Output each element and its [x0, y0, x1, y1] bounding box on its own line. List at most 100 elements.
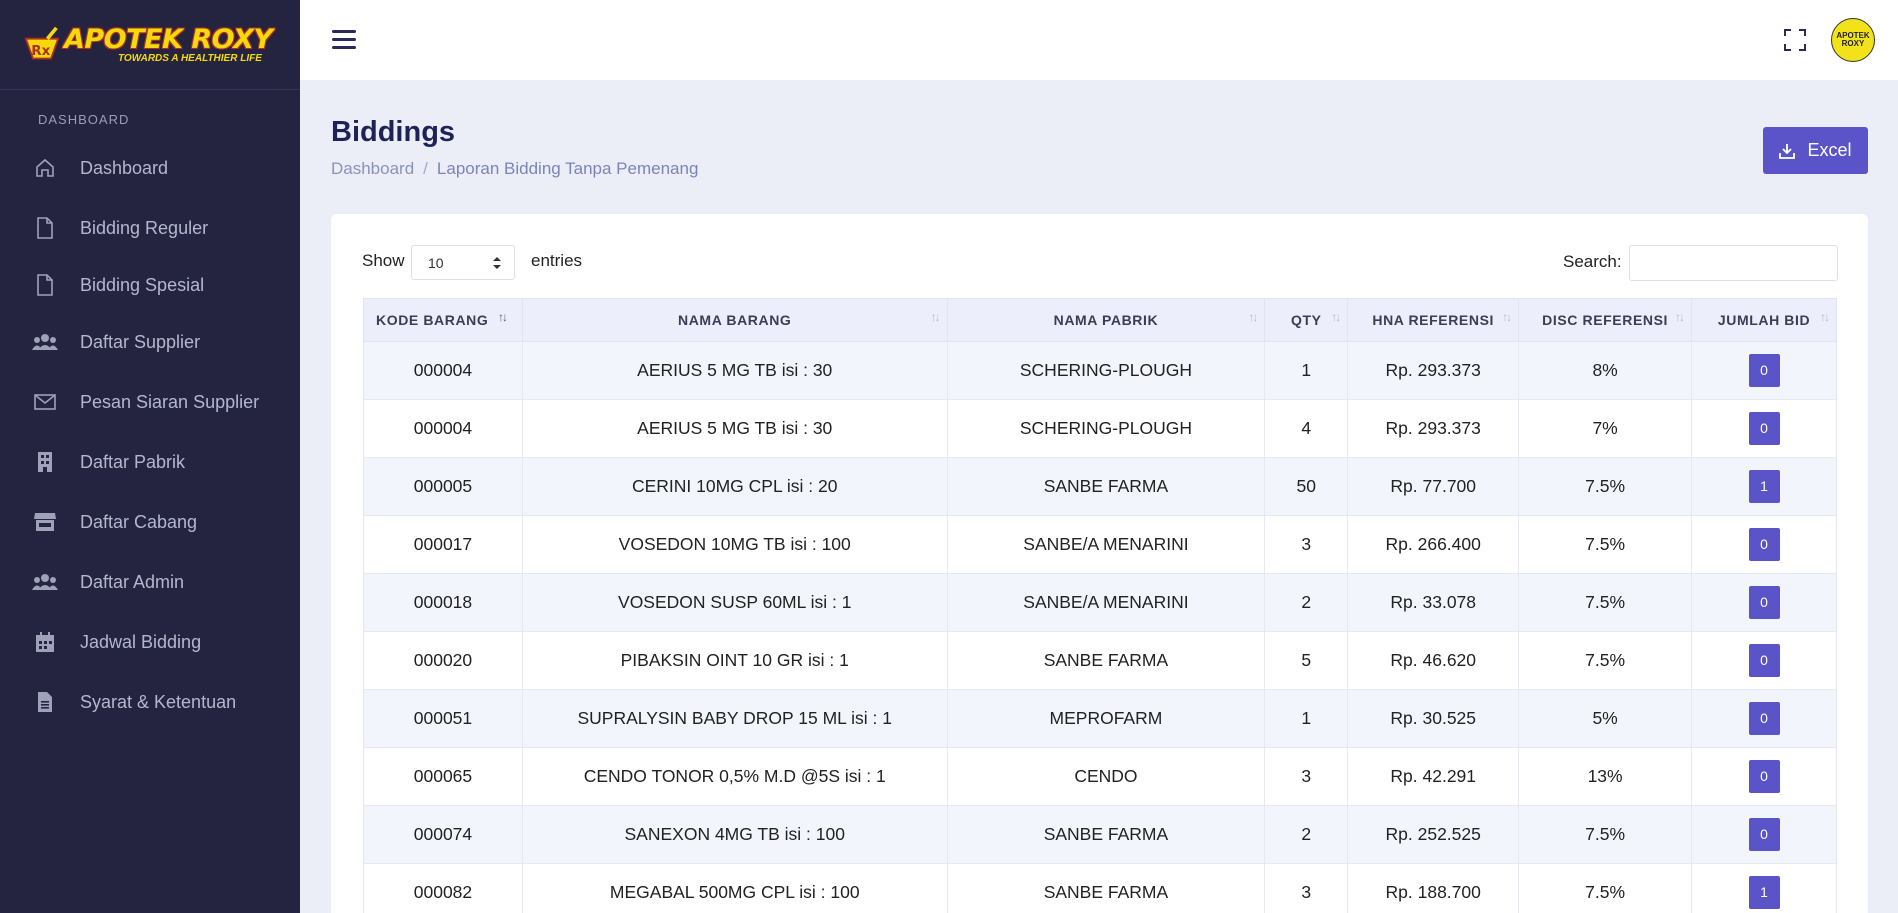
nama-barang-cell: CENDO TONOR 0,5% M.D @5S isi : 1 — [521, 747, 948, 806]
kode-barang-cell: 000005 — [363, 457, 523, 516]
column-header-hna-referensi[interactable]: HNA REFERENSI ↑↓ — [1347, 298, 1520, 342]
disc-referensi-cell: 7.5% — [1518, 805, 1693, 864]
disc-referensi-cell: 7.5% — [1518, 863, 1693, 913]
entries-per-page-select[interactable]: 10 — [411, 245, 515, 280]
qty-cell: 50 — [1264, 457, 1349, 516]
sidebar-item-syarat-ketentuan[interactable]: Syarat & Ketentuan — [0, 672, 300, 732]
fullscreen-icon[interactable] — [1784, 29, 1806, 51]
sidebar-item-label: Daftar Pabrik — [80, 451, 186, 472]
table-row[interactable]: 000004 AERIUS 5 MG TB isi : 30 SCHERING-PL… — [363, 341, 1837, 400]
column-header-label: NAMA PABRIK — [1053, 312, 1159, 328]
kode-barang-cell: 000017 — [363, 515, 523, 574]
sidebar-item-bidding-reguler[interactable]: Bidding Reguler — [0, 198, 300, 258]
table-row[interactable]: 000082 MEGABAL 500MG CPL isi : 100 SANBE F… — [363, 863, 1837, 913]
disc-referensi-cell: 7.5% — [1518, 515, 1693, 574]
download-icon — [1779, 143, 1796, 159]
nama-barang-cell: MEGABAL 500MG CPL isi : 100 — [521, 863, 948, 913]
bid-count-badge[interactable]: 0 — [1748, 528, 1780, 561]
sort-icon: ↑↓ — [1331, 310, 1341, 324]
column-header-disc-referensi[interactable]: DISC REFERENSI ↑↓ — [1518, 298, 1693, 342]
column-header-nama-pabrik[interactable]: NAMA PABRIK ↑↓ — [946, 298, 1266, 342]
table-row[interactable]: 000020 PIBAKSIN OINT 10 GR isi : 1 SANBE F… — [363, 631, 1837, 690]
excel-button-label: Excel — [1807, 140, 1852, 160]
column-header-qty[interactable]: QTY ↑↓ — [1264, 298, 1349, 342]
sidebar-item-daftar-pabrik[interactable]: Daftar Pabrik — [0, 432, 300, 492]
sidebar-item-pesan-siaran-supplier[interactable]: Pesan Siaran Supplier — [0, 372, 300, 432]
sort-icon: ↑↓ — [498, 310, 508, 324]
sidebar-item-jadwal-bidding[interactable]: Jadwal Bidding — [0, 612, 300, 672]
bid-count-badge[interactable]: 0 — [1748, 354, 1780, 387]
users-icon — [32, 569, 58, 595]
bid-count-badge[interactable]: 0 — [1748, 818, 1780, 851]
jumlah-bid-cell: 0 — [1691, 399, 1837, 458]
bid-count-badge[interactable]: 1 — [1748, 876, 1780, 909]
bid-count-badge[interactable]: 0 — [1748, 412, 1780, 445]
jumlah-bid-cell: 1 — [1691, 863, 1837, 913]
topbar: APOTEK ROXY — [300, 0, 1898, 80]
data-table-card: Show 10 entries Search: KODE BARANG ↑↓ NAM… — [331, 214, 1868, 913]
nama-pabrik-cell: SCHERING-PLOUGH — [946, 399, 1266, 458]
bid-count-badge[interactable]: 0 — [1748, 644, 1780, 677]
table-row[interactable]: 000017 VOSEDON 10MG TB isi : 100 SANBE/A M… — [363, 515, 1837, 574]
kode-barang-cell: 000065 — [363, 747, 523, 806]
column-header-label: JUMLAH BID — [1717, 312, 1811, 328]
store-icon — [32, 509, 58, 535]
document-icon — [32, 689, 58, 715]
qty-cell: 4 — [1264, 399, 1349, 458]
kode-barang-cell: 000020 — [363, 631, 523, 690]
sidebar-item-daftar-admin[interactable]: Daftar Admin — [0, 552, 300, 612]
kode-barang-cell: 000018 — [363, 573, 523, 632]
table-row[interactable]: 000004 AERIUS 5 MG TB isi : 30 SCHERING-PL… — [363, 399, 1837, 458]
brand[interactable]: Rx APOTEK ROXY TOWARDS A HEALTHIER LIFE — [0, 0, 300, 90]
file-icon — [32, 272, 58, 298]
sidebar-item-bidding-spesial[interactable]: Bidding Spesial — [0, 258, 300, 312]
sidebar-item-label: Daftar Supplier — [80, 331, 201, 352]
kode-barang-cell: 000051 — [363, 689, 523, 748]
jumlah-bid-cell: 0 — [1691, 515, 1837, 574]
jumlah-bid-cell: 0 — [1691, 341, 1837, 400]
kode-barang-cell: 000004 — [363, 341, 523, 400]
avatar[interactable]: APOTEK ROXY — [1831, 18, 1875, 62]
sidebar-item-daftar-cabang[interactable]: Daftar Cabang — [0, 492, 300, 552]
envelope-icon — [32, 389, 58, 415]
apotek-roxy-logo[interactable]: Rx APOTEK ROXY TOWARDS A HEALTHIER LIFE — [24, 25, 273, 65]
search-label: Search: — [1563, 252, 1622, 271]
hna-referensi-cell: Rp. 42.291 — [1347, 747, 1520, 806]
breadcrumb-home-link[interactable]: Dashboard — [331, 159, 415, 178]
svg-text:Rx: Rx — [31, 42, 50, 58]
sidebar-item-label: Daftar Cabang — [80, 511, 198, 532]
column-header-label: DISC REFERENSI — [1542, 312, 1669, 328]
sidebar: Rx APOTEK ROXY TOWARDS A HEALTHIER LIFE … — [0, 0, 300, 913]
disc-referensi-cell: 7.5% — [1518, 631, 1693, 690]
bid-count-badge[interactable]: 0 — [1748, 702, 1780, 735]
bid-count-badge[interactable]: 0 — [1748, 586, 1780, 619]
jumlah-bid-cell: 0 — [1691, 631, 1837, 690]
excel-export-button[interactable]: Excel — [1763, 127, 1868, 174]
sidebar-item-dashboard[interactable]: Dashboard — [0, 138, 300, 198]
column-header-kode-barang[interactable]: KODE BARANG ↑↓ — [363, 298, 523, 342]
sidebar-item-label: Daftar Admin — [80, 571, 185, 592]
column-header-nama-barang[interactable]: NAMA BARANG ↑↓ — [521, 298, 948, 342]
calendar-icon — [32, 629, 58, 655]
nama-barang-cell: AERIUS 5 MG TB isi : 30 — [521, 399, 948, 458]
table-row[interactable]: 000065 CENDO TONOR 0,5% M.D @5S isi : 1 CE… — [363, 747, 1837, 806]
table-row[interactable]: 000018 VOSEDON SUSP 60ML isi : 1 SANBE/A M… — [363, 573, 1837, 632]
nama-barang-cell: AERIUS 5 MG TB isi : 30 — [521, 341, 948, 400]
jumlah-bid-cell: 0 — [1691, 805, 1837, 864]
search-input[interactable] — [1629, 245, 1838, 281]
sort-icon: ↑↓ — [1820, 310, 1830, 324]
table-row[interactable]: 000051 SUPRALYSIN BABY DROP 15 ML isi : 1… — [363, 689, 1837, 748]
sidebar-item-label: Bidding Spesial — [80, 274, 205, 295]
table-row[interactable]: 000005 CERINI 10MG CPL isi : 20 SANBE FARM… — [363, 457, 1837, 516]
bid-count-badge[interactable]: 1 — [1748, 470, 1780, 503]
biddings-table: KODE BARANG ↑↓ NAMA BARANG ↑↓ NAMA PABRIK ↑↓ Q… — [363, 298, 1837, 913]
column-header-jumlah-bid[interactable]: JUMLAH BID ↑↓ — [1691, 298, 1837, 342]
table-row[interactable]: 000074 SANEXON 4MG TB isi : 100 SANBE FARM… — [363, 805, 1837, 864]
nama-pabrik-cell: SANBE FARMA — [946, 457, 1266, 516]
hamburger-menu-icon[interactable] — [332, 30, 356, 50]
sidebar-item-daftar-supplier[interactable]: Daftar Supplier — [0, 312, 300, 372]
bid-count-badge[interactable]: 0 — [1748, 760, 1780, 793]
disc-referensi-cell: 7% — [1518, 399, 1693, 458]
nama-pabrik-cell: SANBE/A MENARINI — [946, 573, 1266, 632]
users-icon — [32, 329, 58, 355]
